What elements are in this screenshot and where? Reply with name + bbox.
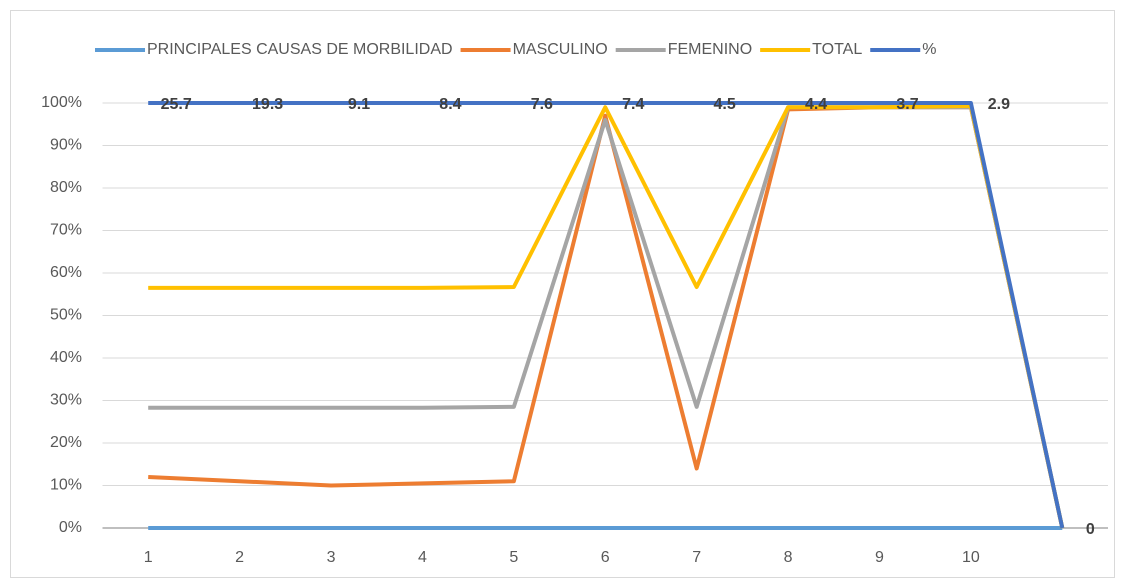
x-tick-label: 7 xyxy=(692,549,701,566)
data-label: 9.1 xyxy=(348,96,370,113)
y-tick-label: 50% xyxy=(50,307,82,324)
x-tick-label: 2 xyxy=(235,549,244,566)
data-label: 25.7 xyxy=(161,96,192,113)
legend-label: PRINCIPALES CAUSAS DE MORBILIDAD xyxy=(147,41,453,58)
data-label: 3.7 xyxy=(896,96,918,113)
y-tick-label: 10% xyxy=(50,477,82,494)
x-tick-label: 10 xyxy=(962,549,980,566)
x-tick-label: 1 xyxy=(144,549,153,566)
y-tick-label: 100% xyxy=(41,94,82,111)
y-tick-label: 40% xyxy=(50,349,82,366)
data-label: 7.6 xyxy=(531,96,553,113)
y-tick-label: 30% xyxy=(50,392,82,409)
y-tick-label: 0% xyxy=(59,519,82,536)
data-label: 4.5 xyxy=(714,96,736,113)
x-tick-label: 4 xyxy=(418,549,427,566)
x-tick-label: 6 xyxy=(601,549,610,566)
data-label: 2.9 xyxy=(988,96,1010,113)
y-tick-label: 20% xyxy=(50,434,82,451)
legend-label: FEMENINO xyxy=(668,41,752,58)
series-line xyxy=(148,101,1065,529)
series-line xyxy=(148,103,1065,529)
data-label: 19.3 xyxy=(252,96,283,113)
data-label: 4.4 xyxy=(805,96,827,113)
legend-label: MASCULINO xyxy=(513,41,608,58)
x-tick-label: 8 xyxy=(784,549,793,566)
data-label: 7.4 xyxy=(622,96,644,113)
legend-label: TOTAL xyxy=(812,41,862,58)
x-tick-label: 5 xyxy=(509,549,518,566)
legend-label: % xyxy=(922,41,936,58)
data-label: 0 xyxy=(1086,521,1095,538)
x-tick-label: 3 xyxy=(327,549,336,566)
y-tick-label: 80% xyxy=(50,179,82,196)
y-tick-label: 60% xyxy=(50,264,82,281)
y-tick-label: 70% xyxy=(50,222,82,239)
x-tick-label: 9 xyxy=(875,549,884,566)
data-label: 8.4 xyxy=(439,96,461,113)
y-tick-label: 90% xyxy=(50,137,82,154)
